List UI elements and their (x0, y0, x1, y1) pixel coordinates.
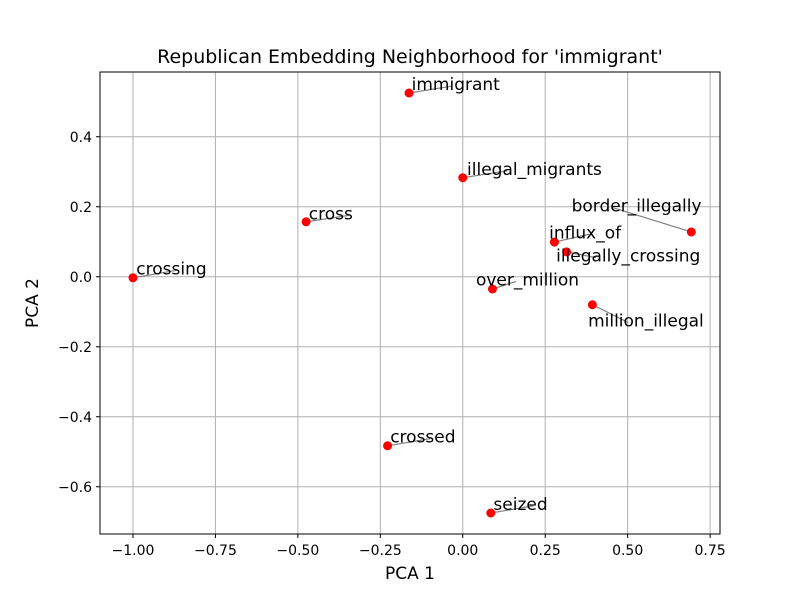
leader-line (462, 170, 508, 179)
y-axis-label: PCA 2 (23, 278, 43, 328)
y-tick-label: 0.4 (70, 130, 92, 146)
y-tick-label: 0.2 (70, 200, 92, 216)
data-point (404, 88, 414, 98)
x-tick-label: 0.00 (447, 543, 478, 559)
point-label: influx_of (549, 223, 622, 243)
data-point (128, 273, 138, 283)
data-point (686, 227, 696, 237)
leader-line (611, 206, 692, 233)
x-tick-label: −0.75 (194, 543, 237, 559)
point-label: border_illegally (572, 196, 702, 216)
point-label: million_illegal (588, 311, 704, 331)
leader-line (566, 251, 597, 259)
data-point (486, 508, 496, 518)
leader-lines (132, 85, 692, 514)
x-tick-label: 0.75 (695, 543, 726, 559)
leader-line (490, 505, 534, 514)
data-points (128, 88, 696, 518)
data-point (458, 173, 468, 183)
point-label: illegal_migrants (467, 160, 602, 180)
point-label: crossed (390, 428, 455, 448)
x-tick-label: 0.50 (612, 543, 643, 559)
grid-lines (100, 72, 720, 534)
leader-line (592, 304, 629, 323)
y-tick-label: −0.2 (58, 340, 92, 356)
point-label: seized (493, 495, 547, 515)
x-tick-label: 0.25 (530, 543, 561, 559)
y-tick-label: 0.0 (70, 270, 92, 286)
data-point (549, 237, 559, 247)
leader-line (387, 438, 431, 447)
plot-frame (99, 71, 721, 535)
x-tick-label: −0.25 (359, 543, 402, 559)
point-label: immigrant (412, 75, 501, 95)
leader-line (408, 85, 452, 94)
data-point (301, 217, 311, 227)
chart-title: Republican Embedding Neighborhood for 'i… (157, 46, 663, 68)
x-tick-label: −0.50 (276, 543, 319, 559)
x-axis-label: PCA 1 (385, 564, 435, 584)
leader-line (306, 214, 349, 223)
data-point (562, 247, 572, 257)
point-label: crossing (136, 259, 206, 279)
point-label: illegally_crossing (556, 247, 700, 267)
y-tick-label: −0.6 (58, 480, 92, 496)
point-label: over_million (476, 271, 579, 291)
leader-line (554, 233, 590, 243)
data-point (487, 284, 497, 294)
y-tick-label: −0.4 (58, 410, 92, 426)
x-tick-label: −1.00 (112, 543, 155, 559)
data-point (383, 441, 393, 451)
leader-line (132, 269, 177, 279)
point-label: cross (309, 204, 353, 224)
axis-ticks: −1.00 −0.75 −0.50 −0.25 0.00 0.25 0.50 0.75 −0.6… (58, 130, 726, 559)
data-point (587, 300, 597, 310)
